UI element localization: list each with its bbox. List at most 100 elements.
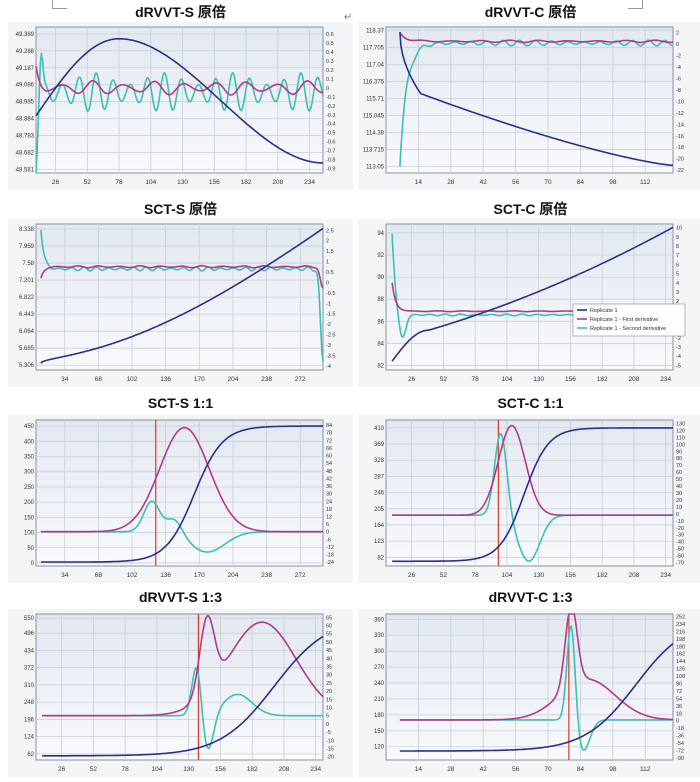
- plot-area: [385, 613, 674, 761]
- y-left-tick-label: 7.201: [19, 278, 35, 284]
- chart-title: SCT-S 1:1: [147, 395, 214, 411]
- y-right-tick-label: 60: [326, 623, 332, 629]
- y-right-tick-label: -20: [676, 526, 684, 532]
- y-left-tick-label: 84: [377, 341, 384, 347]
- y-left-tick-label: 246: [374, 491, 385, 497]
- y-left-tick-label: 496: [24, 631, 35, 637]
- y-right-tick-label: 0.2: [326, 68, 334, 74]
- y-right-tick-label: 40: [326, 656, 332, 662]
- x-tick-label: 102: [127, 572, 138, 579]
- y-right-tick-label: -90: [676, 756, 684, 762]
- y-right-tick-label: -70: [676, 561, 684, 567]
- y-right-tick-label: -0.9: [326, 167, 335, 173]
- plot-area: [385, 223, 674, 371]
- y-right-tick-label: 0.6: [326, 32, 334, 38]
- y-right-tick-label: -2: [676, 54, 681, 60]
- legend: Replicate 1 Replicate 1 - First derivativ…: [572, 303, 686, 337]
- y-right-tick-label: 78: [326, 431, 332, 437]
- series-line-second-derivative: [40, 229, 324, 362]
- x-tick-label: 26: [408, 376, 416, 383]
- y-right-tick-label: -36: [676, 734, 684, 740]
- y-right-tick-label: 1: [326, 260, 329, 266]
- paragraph-return-mark: ↵: [344, 12, 353, 23]
- y-right-tick-label: 0: [326, 86, 329, 92]
- x-tick-label: 104: [501, 376, 512, 383]
- x-tick-label: 136: [160, 376, 171, 383]
- x-tick-label: 104: [151, 766, 162, 773]
- y-left-tick-label: 300: [374, 649, 385, 655]
- y-right-tick-label: 48: [326, 469, 332, 475]
- y-left-tick-label: 113.715: [363, 148, 385, 154]
- y-right-tick-label: -0.7: [326, 149, 335, 155]
- y-right-tick-label: 180: [676, 644, 685, 650]
- y-right-tick-label: -5: [326, 730, 331, 736]
- y-left-tick-label: 287: [374, 474, 385, 480]
- plot-area: [35, 613, 324, 761]
- corner-mark-right: [628, 0, 643, 9]
- y-right-tick-label: 45: [326, 648, 332, 654]
- chart-panel: SCT-S 原倍 34 68 102 136 170 204 238 272 5.306 5.685…: [8, 197, 353, 389]
- x-tick-label: 234: [660, 376, 671, 383]
- x-tick-label: 26: [52, 179, 60, 186]
- y-left-tick-label: 8.338: [19, 227, 35, 233]
- y-right-tick-label: 0.4: [326, 50, 334, 56]
- y-left-tick-label: 49.389: [16, 32, 35, 38]
- y-left-tick-label: 49.187: [16, 66, 35, 72]
- series-line-first-derivative: [399, 32, 674, 44]
- y-right-tick-label: -18: [326, 553, 334, 559]
- y-right-tick-label: 72: [326, 438, 332, 444]
- chart-panel: SCT-C 1:1 26 52 78 104 130 156 182 208 234 82 123 16…: [358, 393, 700, 585]
- y-right-tick-label: 2: [326, 239, 329, 245]
- y-right-tick-label: 50: [326, 640, 332, 646]
- y-left-tick-label: 410: [374, 426, 385, 432]
- chart-svg: 26 52 78 104 130 156 182 208 234 62 124 186 248 310 37…: [8, 609, 353, 777]
- x-tick-label: 182: [247, 766, 258, 773]
- y-right-tick-label: -2: [676, 336, 681, 342]
- y-left-tick-label: 248: [24, 700, 35, 706]
- x-tick-label: 102: [127, 376, 138, 383]
- legend-item-label: Replicate 1 - First derivative: [590, 317, 658, 323]
- y-left-tick-label: 240: [374, 681, 385, 687]
- y-right-tick-label: 20: [326, 689, 332, 695]
- x-tick-label: 28: [447, 766, 455, 773]
- series-line-first-derivative: [40, 426, 323, 533]
- y-right-tick-label: -0.6: [326, 140, 335, 146]
- y-left-tick-label: 49.288: [16, 49, 35, 55]
- chart-svg: 26 52 78 104 130 156 182 208 23482848688909294-5…: [358, 219, 700, 387]
- y-right-tick-label: 15: [326, 697, 332, 703]
- y-right-tick-label: -54: [676, 741, 684, 747]
- y-right-tick-label: -0.1: [326, 95, 335, 101]
- y-right-tick-label: 18: [676, 711, 682, 717]
- x-tick-label: 34: [61, 572, 69, 579]
- x-tick-label: 104: [501, 572, 512, 579]
- y-right-tick-label: -14: [676, 122, 684, 128]
- y-left-tick-label: 7.959: [19, 244, 35, 250]
- y-right-tick-label: -22: [676, 168, 684, 174]
- y-left-tick-label: 369: [374, 442, 385, 448]
- y-right-tick-label: -3: [326, 343, 331, 349]
- y-right-tick-label: 198: [676, 637, 685, 643]
- y-left-tick-label: 300: [24, 470, 35, 476]
- y-right-tick-label: 100: [676, 442, 685, 448]
- y-right-tick-label: 36: [326, 484, 332, 490]
- y-left-tick-label: 82: [377, 364, 384, 370]
- x-tick-label: 182: [597, 572, 608, 579]
- chart-panel: SCT-C 原倍 26 52 78 104 130 156 182 208 234 82 84 86 88…: [358, 197, 700, 389]
- chart-title: dRVVT-S 1:3: [139, 589, 222, 605]
- y-right-tick-label: -30: [676, 533, 684, 539]
- y-right-tick-label: -0.3: [326, 113, 335, 119]
- x-tick-label: 56: [512, 766, 520, 773]
- y-right-tick-label: 55: [326, 632, 332, 638]
- y-left-tick-label: 94: [377, 231, 384, 237]
- y-right-tick-label: 42: [326, 476, 332, 482]
- y-right-tick-label: -0.2: [326, 104, 335, 110]
- y-right-tick-label: -20: [676, 157, 684, 163]
- y-right-tick-label: 144: [676, 659, 685, 665]
- y-left-tick-label: 6.443: [19, 312, 35, 318]
- legend-item-label: Replicate 1 - Second derivative: [590, 326, 666, 332]
- y-left-tick-label: 48.985: [16, 100, 35, 106]
- y-right-tick-label: -20: [326, 755, 334, 761]
- y-right-tick-label: -10: [676, 99, 684, 105]
- y-left-tick-label: 5.685: [19, 346, 35, 352]
- y-left-tick-label: 250: [24, 485, 35, 491]
